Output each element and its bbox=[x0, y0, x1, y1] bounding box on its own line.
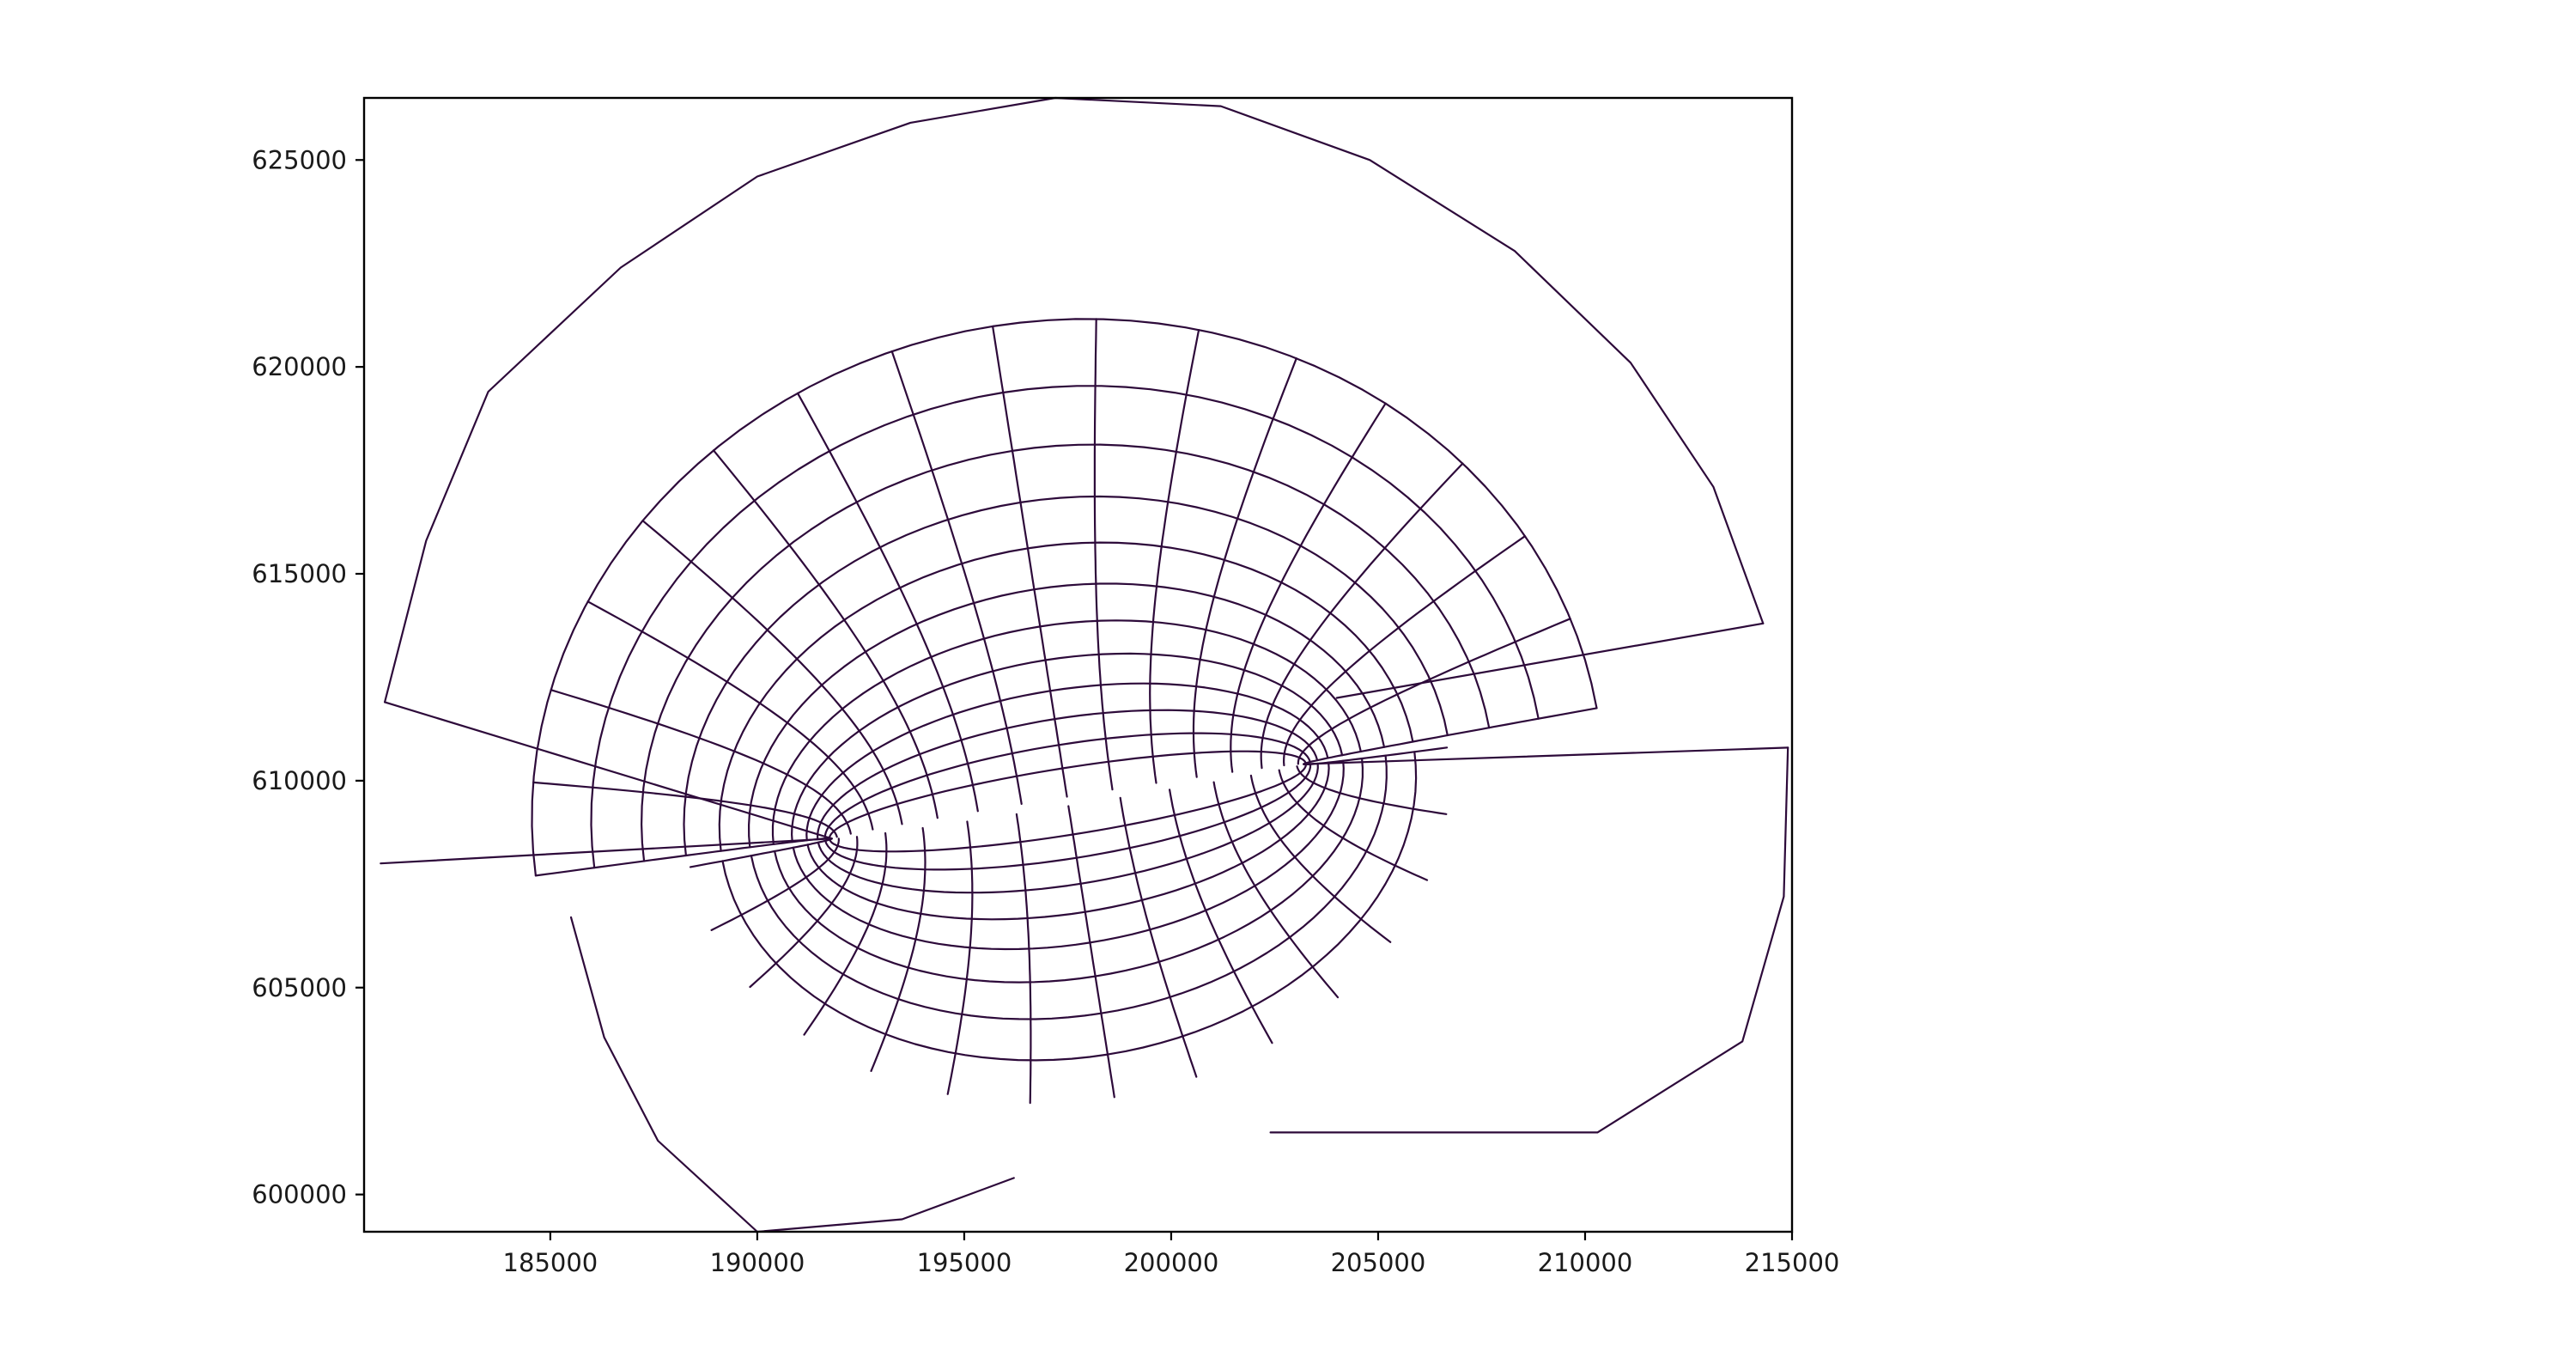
x-tick-label: 185000 bbox=[503, 1248, 598, 1277]
mesh-line-ring bbox=[683, 495, 1449, 857]
outer-boundary-top bbox=[384, 96, 1765, 703]
mesh-line-ring bbox=[817, 762, 1319, 894]
mesh-line-radial bbox=[890, 350, 1023, 805]
mesh-line-radial bbox=[712, 449, 939, 819]
mesh-line-ring bbox=[750, 754, 1388, 1020]
mesh-line-radial bbox=[1169, 789, 1273, 1044]
y-tick-label: 610000 bbox=[252, 766, 347, 795]
mesh-line-radial bbox=[689, 837, 833, 868]
right-wall-bottom-edge bbox=[1303, 746, 1789, 765]
mesh-grid bbox=[380, 96, 1789, 1233]
mesh-line-radial bbox=[586, 600, 874, 831]
mesh-line-ring bbox=[718, 541, 1414, 852]
mesh-line-ring bbox=[748, 582, 1386, 849]
mesh-line-radial bbox=[1067, 805, 1115, 1099]
outer-boundary-bottom-left bbox=[569, 916, 1015, 1233]
mesh-line-ring bbox=[721, 751, 1418, 1062]
mesh-line-radial bbox=[803, 831, 888, 1036]
mesh-line-ring bbox=[806, 761, 1330, 921]
mesh-line-ring bbox=[824, 763, 1312, 871]
y-tick-label: 620000 bbox=[252, 352, 347, 381]
x-tick-label: 190000 bbox=[710, 1248, 805, 1277]
mesh-line-radial bbox=[1283, 535, 1527, 767]
x-tick-label: 215000 bbox=[1745, 1248, 1840, 1277]
mesh-line-radial bbox=[992, 325, 1068, 798]
x-tick-label: 195000 bbox=[917, 1248, 1012, 1277]
y-tick-label: 605000 bbox=[252, 973, 347, 1002]
mesh-line-radial bbox=[1192, 357, 1297, 778]
mesh-line-radial bbox=[1230, 402, 1387, 773]
mesh-line-ring bbox=[817, 709, 1319, 841]
mesh-line-ring bbox=[792, 759, 1345, 951]
left-wall-top-edge bbox=[384, 701, 833, 840]
mesh-line-radial bbox=[1297, 618, 1571, 765]
mesh-line-ring bbox=[774, 758, 1364, 984]
mesh-line-ring bbox=[641, 443, 1491, 862]
mesh-line-radial bbox=[710, 837, 840, 931]
y-tick-label: 615000 bbox=[252, 559, 347, 588]
mesh-line-radial bbox=[1303, 707, 1598, 765]
mesh-line-radial bbox=[1260, 462, 1464, 770]
y-tick-label: 600000 bbox=[252, 1180, 347, 1209]
outer-boundary-bottom-right bbox=[1269, 746, 1789, 1134]
mesh-line-radial bbox=[1015, 813, 1032, 1105]
x-axis: 185000 190000 195000 200000 205000 210000 2150… bbox=[503, 1232, 1840, 1277]
mesh-line-radial bbox=[550, 689, 852, 835]
mesh-line-ring bbox=[531, 318, 1598, 877]
mesh-line-radial bbox=[870, 826, 927, 1072]
x-tick-label: 210000 bbox=[1538, 1248, 1633, 1277]
mesh-line-ring bbox=[823, 732, 1311, 840]
right-wall-top-edge bbox=[1335, 622, 1765, 699]
mesh-line-radial bbox=[532, 781, 838, 838]
axes-frame bbox=[362, 96, 1794, 1233]
left-wall-bottom-edge bbox=[380, 837, 833, 865]
mesh-line-radial bbox=[1212, 781, 1340, 999]
mesh-line-radial bbox=[534, 837, 833, 877]
mesh-line-radial bbox=[1149, 329, 1200, 784]
x-tick-label: 205000 bbox=[1331, 1248, 1426, 1277]
x-tick-label: 200000 bbox=[1124, 1248, 1219, 1277]
y-tick-label: 625000 bbox=[252, 145, 347, 174]
mesh-line-radial bbox=[1093, 318, 1114, 791]
mesh-line-ring bbox=[590, 385, 1540, 869]
y-axis: 600000 605000 610000 615000 620000 625000 bbox=[252, 145, 364, 1209]
mesh-line-radial bbox=[796, 392, 979, 813]
mesh-line-radial bbox=[1278, 769, 1429, 881]
mesh-line-radial bbox=[1296, 765, 1448, 815]
mesh-line-ring bbox=[805, 682, 1329, 842]
mesh-line-radial bbox=[1249, 774, 1392, 943]
mesh-line-radial bbox=[1119, 796, 1198, 1078]
mesh-line-radial bbox=[946, 820, 974, 1095]
mesh-line-ring bbox=[829, 763, 1308, 853]
mesh-line-radial bbox=[641, 520, 903, 825]
mesh-line-ring bbox=[791, 652, 1344, 843]
mesh-line-radial bbox=[749, 836, 859, 989]
mesh-line-ring bbox=[771, 619, 1362, 845]
mesh-line-ring bbox=[828, 750, 1307, 840]
